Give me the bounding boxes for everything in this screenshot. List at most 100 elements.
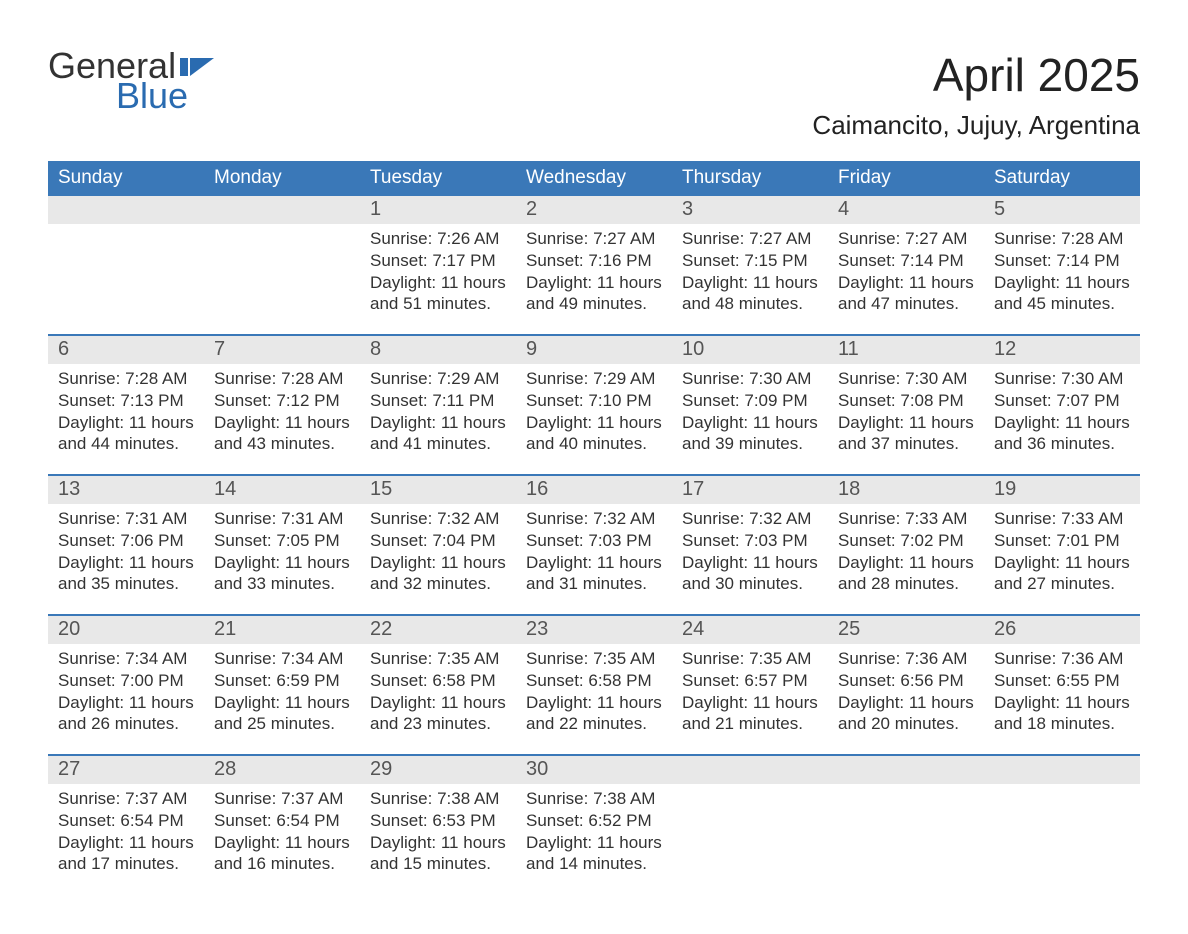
daylight-text: Daylight: 11 hours and 45 minutes. bbox=[994, 272, 1130, 316]
day-number: 13 bbox=[48, 476, 204, 504]
sunset-text: Sunset: 7:07 PM bbox=[994, 390, 1130, 412]
page-header: General Blue April 2025 Caimancito, Juju… bbox=[48, 48, 1140, 141]
day-number: 9 bbox=[516, 336, 672, 364]
sunrise-text: Sunrise: 7:28 AM bbox=[214, 368, 350, 390]
day-info-row: Sunrise: 7:37 AMSunset: 6:54 PMDaylight:… bbox=[48, 784, 1140, 894]
sunset-text: Sunset: 6:57 PM bbox=[682, 670, 818, 692]
sunset-text: Sunset: 7:14 PM bbox=[994, 250, 1130, 272]
sunrise-text: Sunrise: 7:30 AM bbox=[682, 368, 818, 390]
day-info: Sunrise: 7:33 AMSunset: 7:02 PMDaylight:… bbox=[828, 504, 984, 600]
day-info: Sunrise: 7:30 AMSunset: 7:09 PMDaylight:… bbox=[672, 364, 828, 460]
day-number: 30 bbox=[516, 756, 672, 784]
day-info bbox=[204, 224, 360, 320]
daylight-text: Daylight: 11 hours and 39 minutes. bbox=[682, 412, 818, 456]
daylight-text: Daylight: 11 hours and 16 minutes. bbox=[214, 832, 350, 876]
daylight-text: Daylight: 11 hours and 49 minutes. bbox=[526, 272, 662, 316]
day-info bbox=[828, 784, 984, 880]
sunrise-text: Sunrise: 7:32 AM bbox=[370, 508, 506, 530]
day-info bbox=[48, 224, 204, 320]
sunrise-text: Sunrise: 7:34 AM bbox=[214, 648, 350, 670]
day-info: Sunrise: 7:31 AMSunset: 7:06 PMDaylight:… bbox=[48, 504, 204, 600]
sunrise-text: Sunrise: 7:32 AM bbox=[526, 508, 662, 530]
logo-text-blue: Blue bbox=[116, 78, 214, 114]
daylight-text: Daylight: 11 hours and 23 minutes. bbox=[370, 692, 506, 736]
day-number: 29 bbox=[360, 756, 516, 784]
sunset-text: Sunset: 7:14 PM bbox=[838, 250, 974, 272]
day-info: Sunrise: 7:30 AMSunset: 7:07 PMDaylight:… bbox=[984, 364, 1140, 460]
day-number: 19 bbox=[984, 476, 1140, 504]
sunrise-text: Sunrise: 7:38 AM bbox=[526, 788, 662, 810]
sunset-text: Sunset: 7:13 PM bbox=[58, 390, 194, 412]
sunrise-text: Sunrise: 7:36 AM bbox=[838, 648, 974, 670]
day-number: 22 bbox=[360, 616, 516, 644]
day-info: Sunrise: 7:36 AMSunset: 6:55 PMDaylight:… bbox=[984, 644, 1140, 740]
sunrise-text: Sunrise: 7:35 AM bbox=[526, 648, 662, 670]
sunrise-text: Sunrise: 7:31 AM bbox=[214, 508, 350, 530]
daylight-text: Daylight: 11 hours and 15 minutes. bbox=[370, 832, 506, 876]
day-number: 24 bbox=[672, 616, 828, 644]
weekday-header: Thursday bbox=[672, 161, 828, 196]
day-number: 4 bbox=[828, 196, 984, 224]
sunrise-text: Sunrise: 7:33 AM bbox=[994, 508, 1130, 530]
sunrise-text: Sunrise: 7:37 AM bbox=[214, 788, 350, 810]
sunrise-text: Sunrise: 7:28 AM bbox=[58, 368, 194, 390]
daylight-text: Daylight: 11 hours and 21 minutes. bbox=[682, 692, 818, 736]
day-number: 16 bbox=[516, 476, 672, 504]
sunset-text: Sunset: 7:06 PM bbox=[58, 530, 194, 552]
day-number: 27 bbox=[48, 756, 204, 784]
daylight-text: Daylight: 11 hours and 43 minutes. bbox=[214, 412, 350, 456]
daylight-text: Daylight: 11 hours and 32 minutes. bbox=[370, 552, 506, 596]
day-info bbox=[672, 784, 828, 880]
calendar-week: 20212223242526Sunrise: 7:34 AMSunset: 7:… bbox=[48, 614, 1140, 754]
daylight-text: Daylight: 11 hours and 28 minutes. bbox=[838, 552, 974, 596]
day-info: Sunrise: 7:27 AMSunset: 7:15 PMDaylight:… bbox=[672, 224, 828, 320]
day-number: 25 bbox=[828, 616, 984, 644]
sunrise-text: Sunrise: 7:30 AM bbox=[838, 368, 974, 390]
day-number-row: 20212223242526 bbox=[48, 616, 1140, 644]
daylight-text: Daylight: 11 hours and 20 minutes. bbox=[838, 692, 974, 736]
sunset-text: Sunset: 6:58 PM bbox=[370, 670, 506, 692]
sunset-text: Sunset: 7:17 PM bbox=[370, 250, 506, 272]
sunrise-text: Sunrise: 7:34 AM bbox=[58, 648, 194, 670]
sunset-text: Sunset: 7:10 PM bbox=[526, 390, 662, 412]
sunset-text: Sunset: 7:15 PM bbox=[682, 250, 818, 272]
day-info: Sunrise: 7:29 AMSunset: 7:10 PMDaylight:… bbox=[516, 364, 672, 460]
weekday-header: Saturday bbox=[984, 161, 1140, 196]
sunrise-text: Sunrise: 7:38 AM bbox=[370, 788, 506, 810]
day-number: 17 bbox=[672, 476, 828, 504]
day-info-row: Sunrise: 7:31 AMSunset: 7:06 PMDaylight:… bbox=[48, 504, 1140, 614]
day-info: Sunrise: 7:29 AMSunset: 7:11 PMDaylight:… bbox=[360, 364, 516, 460]
day-info: Sunrise: 7:28 AMSunset: 7:14 PMDaylight:… bbox=[984, 224, 1140, 320]
day-info: Sunrise: 7:28 AMSunset: 7:13 PMDaylight:… bbox=[48, 364, 204, 460]
weekday-header: Monday bbox=[204, 161, 360, 196]
day-info: Sunrise: 7:34 AMSunset: 6:59 PMDaylight:… bbox=[204, 644, 360, 740]
sunset-text: Sunset: 7:03 PM bbox=[526, 530, 662, 552]
daylight-text: Daylight: 11 hours and 37 minutes. bbox=[838, 412, 974, 456]
sunrise-text: Sunrise: 7:36 AM bbox=[994, 648, 1130, 670]
calendar-week: 6789101112Sunrise: 7:28 AMSunset: 7:13 P… bbox=[48, 334, 1140, 474]
day-number: 28 bbox=[204, 756, 360, 784]
day-info: Sunrise: 7:37 AMSunset: 6:54 PMDaylight:… bbox=[204, 784, 360, 880]
day-number bbox=[204, 196, 360, 224]
sunset-text: Sunset: 6:56 PM bbox=[838, 670, 974, 692]
sunrise-text: Sunrise: 7:27 AM bbox=[526, 228, 662, 250]
daylight-text: Daylight: 11 hours and 44 minutes. bbox=[58, 412, 194, 456]
calendar-page: General Blue April 2025 Caimancito, Juju… bbox=[0, 0, 1188, 934]
day-info: Sunrise: 7:32 AMSunset: 7:04 PMDaylight:… bbox=[360, 504, 516, 600]
day-number: 23 bbox=[516, 616, 672, 644]
day-info: Sunrise: 7:26 AMSunset: 7:17 PMDaylight:… bbox=[360, 224, 516, 320]
day-number bbox=[672, 756, 828, 784]
sunset-text: Sunset: 7:02 PM bbox=[838, 530, 974, 552]
day-info: Sunrise: 7:27 AMSunset: 7:16 PMDaylight:… bbox=[516, 224, 672, 320]
day-info: Sunrise: 7:31 AMSunset: 7:05 PMDaylight:… bbox=[204, 504, 360, 600]
sunrise-text: Sunrise: 7:26 AM bbox=[370, 228, 506, 250]
daylight-text: Daylight: 11 hours and 35 minutes. bbox=[58, 552, 194, 596]
daylight-text: Daylight: 11 hours and 14 minutes. bbox=[526, 832, 662, 876]
day-number: 1 bbox=[360, 196, 516, 224]
sunrise-text: Sunrise: 7:37 AM bbox=[58, 788, 194, 810]
day-number bbox=[48, 196, 204, 224]
day-info: Sunrise: 7:35 AMSunset: 6:58 PMDaylight:… bbox=[360, 644, 516, 740]
daylight-text: Daylight: 11 hours and 25 minutes. bbox=[214, 692, 350, 736]
day-number-row: 27282930 bbox=[48, 756, 1140, 784]
day-number: 11 bbox=[828, 336, 984, 364]
